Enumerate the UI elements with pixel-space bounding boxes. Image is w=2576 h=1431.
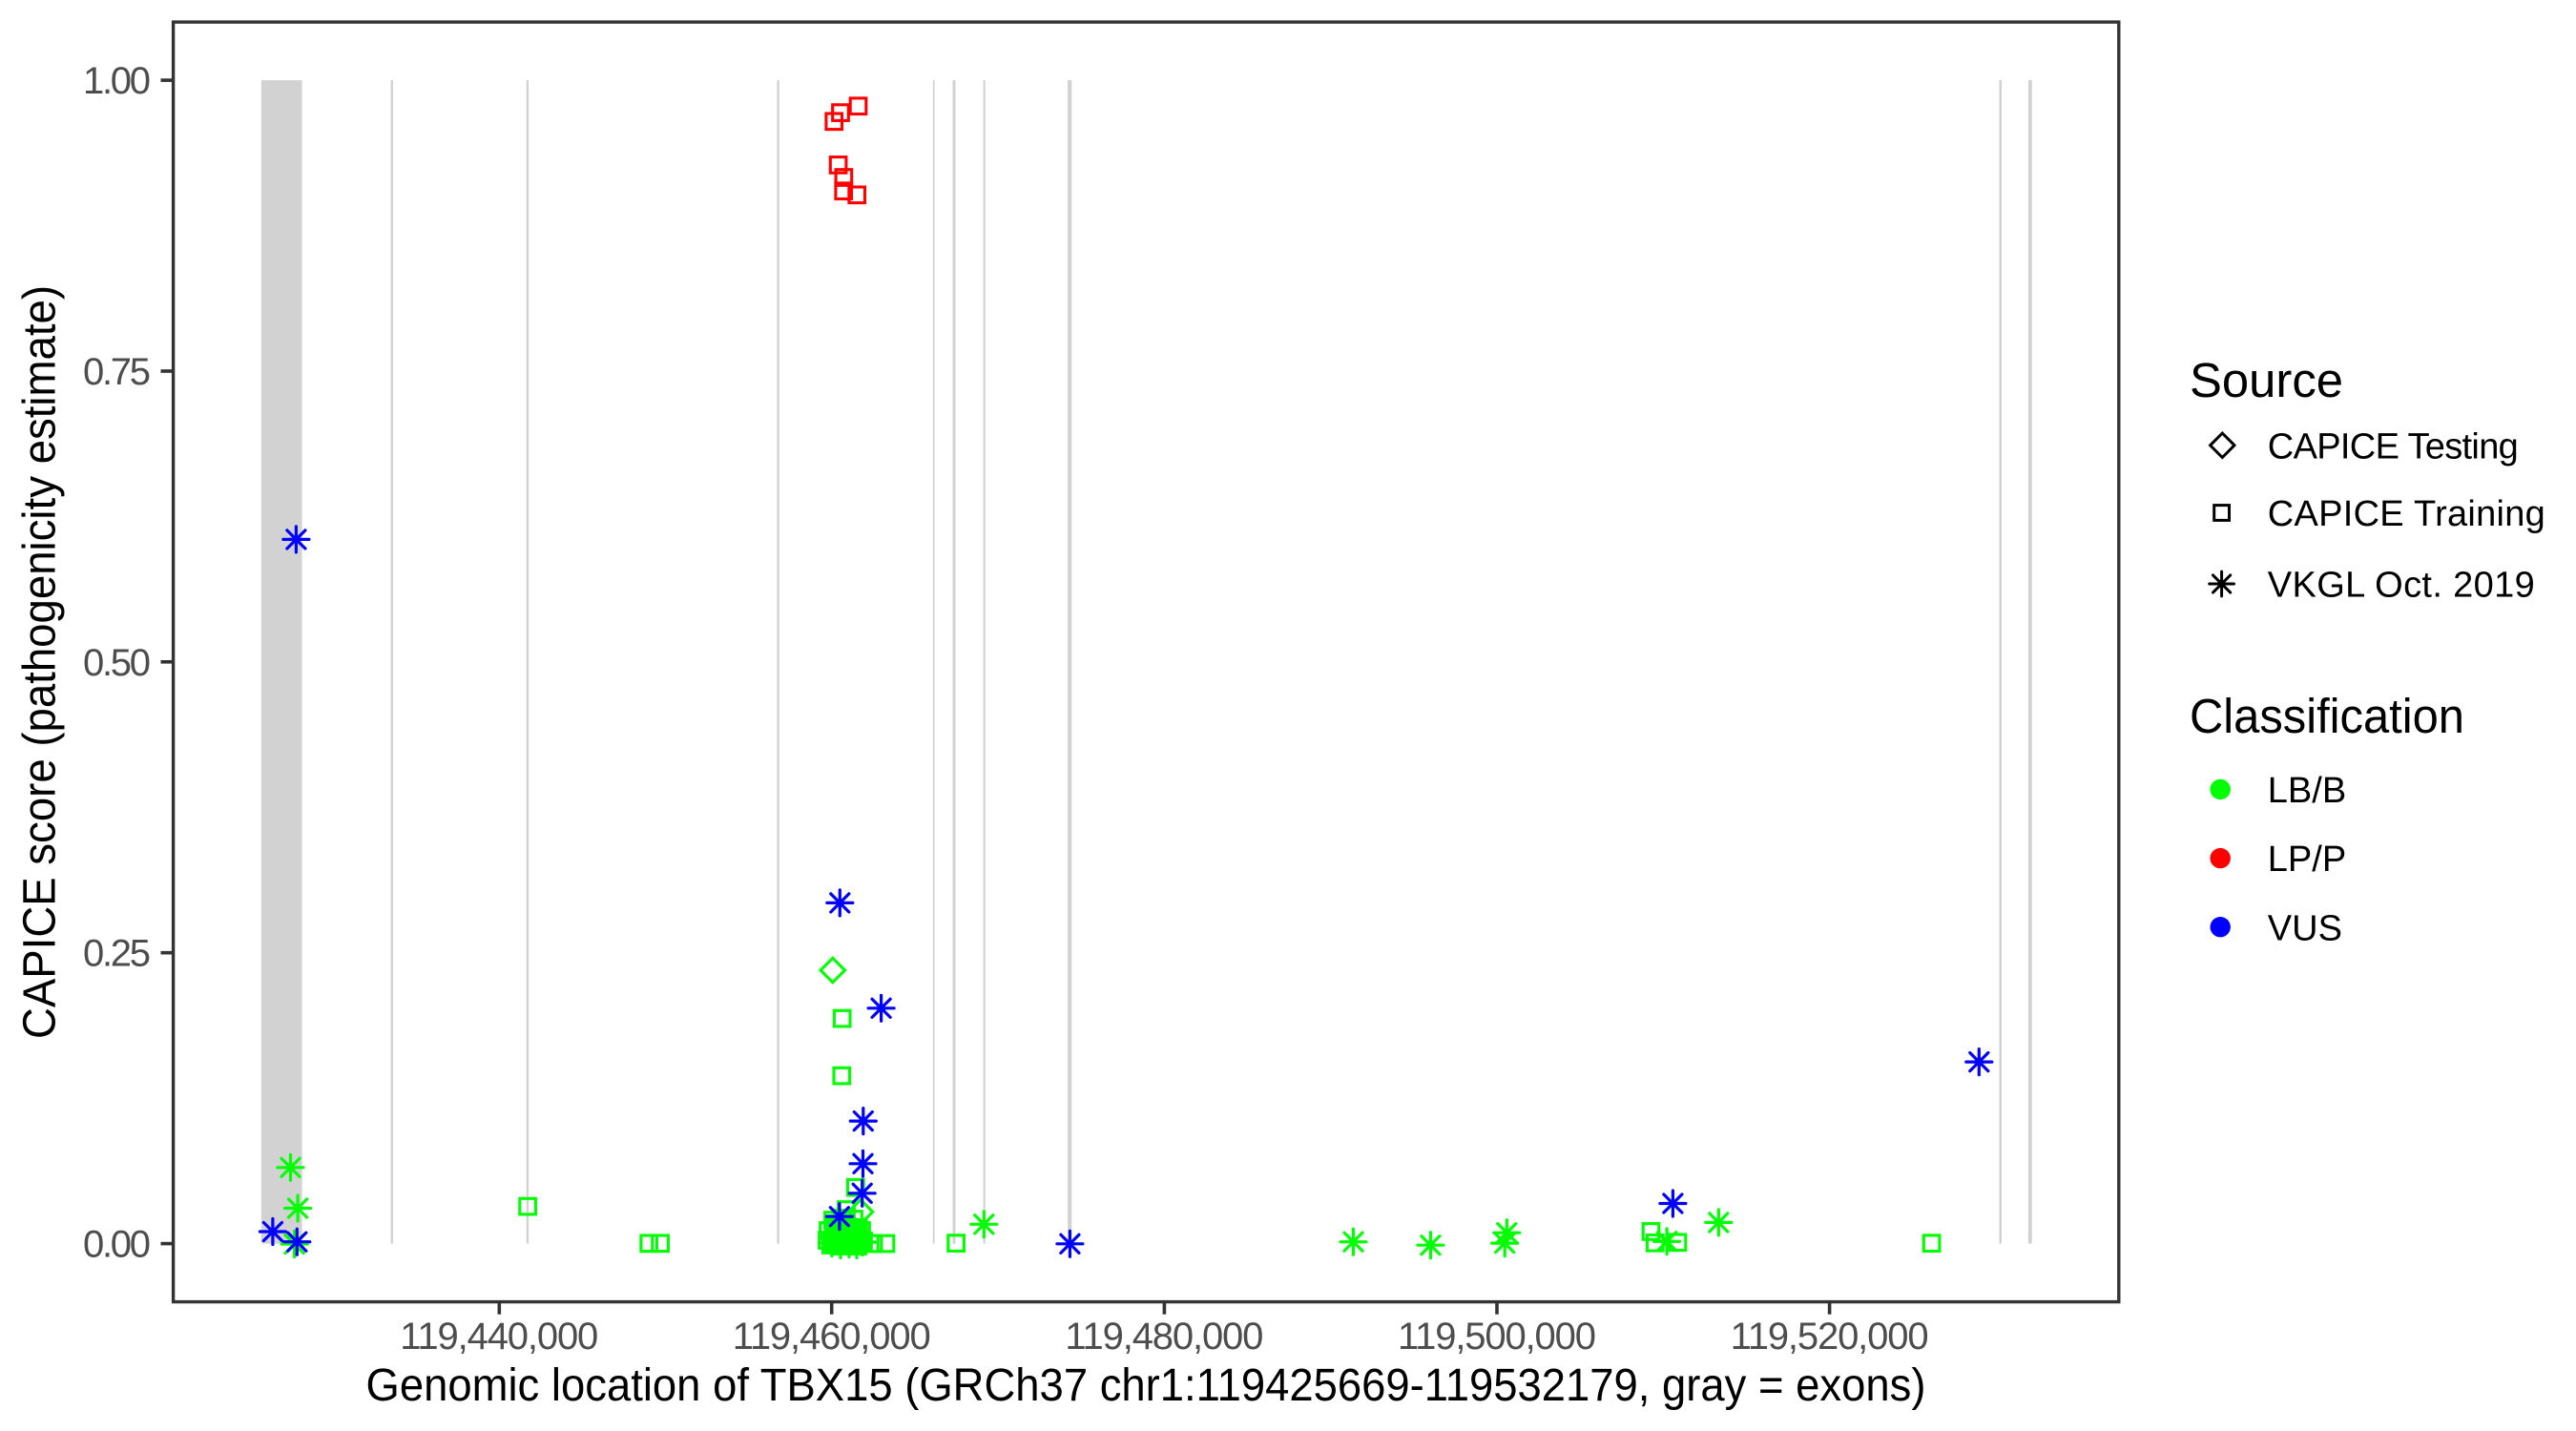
svg-text:119,500,000: 119,500,000 <box>1398 1316 1596 1358</box>
svg-text:119,520,000: 119,520,000 <box>1731 1316 1929 1358</box>
svg-text:Genomic location of TBX15 (GRC: Genomic location of TBX15 (GRCh37 chr1:1… <box>366 1359 1926 1411</box>
svg-text:0.00: 0.00 <box>83 1224 151 1266</box>
svg-text:LB/B: LB/B <box>2268 771 2346 811</box>
svg-text:119,480,000: 119,480,000 <box>1065 1316 1263 1358</box>
svg-text:CAPICE Training: CAPICE Training <box>2268 494 2545 534</box>
svg-text:0.75: 0.75 <box>83 351 151 393</box>
svg-text:CAPICE score (pathogenicity es: CAPICE score (pathogenicity estimate) <box>14 285 66 1039</box>
svg-text:119,440,000: 119,440,000 <box>400 1316 598 1358</box>
svg-text:Source: Source <box>2190 353 2343 407</box>
svg-text:1.00: 1.00 <box>83 60 151 102</box>
svg-text:Classification: Classification <box>2190 689 2464 743</box>
svg-text:VUS: VUS <box>2268 908 2342 948</box>
svg-text:VKGL Oct. 2019: VKGL Oct. 2019 <box>2268 566 2535 606</box>
svg-text:0.25: 0.25 <box>83 933 151 975</box>
svg-text:CAPICE Testing: CAPICE Testing <box>2268 426 2519 467</box>
svg-text:119,460,000: 119,460,000 <box>733 1316 931 1358</box>
svg-text:LP/P: LP/P <box>2268 840 2346 880</box>
svg-text:0.50: 0.50 <box>83 642 151 684</box>
